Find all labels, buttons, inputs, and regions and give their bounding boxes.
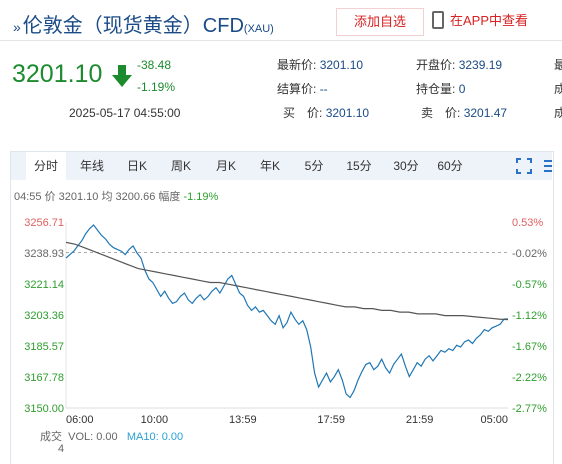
x-tick-label: 05:00 [480, 414, 508, 426]
field-label: 开盘价: [416, 58, 456, 72]
pct-tick-label: -0.02% [512, 248, 547, 260]
y-tick-label: 3167.78 [24, 372, 64, 384]
field-latest: 最新价: 3201.10 [277, 56, 363, 73]
quote-datetime: 2025-05-17 04:55:00 [69, 106, 181, 120]
x-tick-label: 21:59 [406, 414, 434, 426]
chart-panel [10, 151, 554, 464]
tab-60min[interactable]: 60分 [437, 159, 463, 173]
field-value: 3239.19 [458, 58, 503, 72]
volume-legend: 成交 VOL: 0.00 MA10: 0.00 [40, 428, 183, 444]
field-settlement: 结算价: -- [277, 80, 328, 97]
volume-axis-value: 4 [58, 443, 65, 455]
volume-value: VOL: 0.00 [68, 431, 118, 443]
add-watchlist-button[interactable]: 添加自选 [336, 8, 424, 36]
field-value: 3201.10 [325, 106, 370, 120]
tab-weekly-k[interactable]: 周K [170, 159, 191, 173]
pct-tick-label: -1.67% [512, 341, 547, 353]
tab-monthly-k[interactable]: 月K [215, 159, 236, 173]
tab-year-line[interactable]: 年线 [79, 159, 104, 173]
field-value: 3201.47 [463, 106, 508, 120]
volume-label: 成交 [40, 431, 62, 443]
y-tick-label: 3238.93 [24, 248, 64, 260]
field-label: 结算价: [277, 82, 317, 96]
header-actions: 添加自选 在APP中查看 [336, 8, 562, 36]
tab-yearly-k[interactable]: 年K [259, 159, 280, 173]
down-arrow-icon [112, 65, 132, 87]
field-label: 最新价: [277, 58, 317, 72]
y-tick-label: 3185.57 [24, 341, 64, 353]
info-pct-label: 幅度 [158, 191, 181, 203]
volume-ma10: MA10: 0.00 [126, 431, 184, 443]
open-in-app-link[interactable]: 在APP中查看 [432, 8, 528, 34]
pct-tick-label: -0.57% [512, 279, 547, 291]
field-label: 卖 价: [421, 106, 461, 120]
pct-tick-label: -2.77% [512, 403, 547, 415]
x-tick-label: 13:59 [229, 414, 257, 426]
field-bid: 买 价: 3201.10 [283, 104, 369, 121]
y-tick-label: 3256.71 [24, 217, 64, 229]
open-in-app-label: 在APP中查看 [450, 13, 529, 28]
tab-intraday[interactable]: 分时 [26, 152, 66, 180]
y-tick-label: 3150.00 [24, 403, 64, 415]
price-change-percent: -1.19% [137, 80, 176, 94]
info-avg: 3200.66 [115, 191, 156, 203]
average-line [65, 241, 509, 321]
y-tick-label: 3221.14 [24, 279, 64, 291]
tab-15min[interactable]: 15分 [346, 159, 372, 173]
tab-5min[interactable]: 5分 [304, 159, 324, 173]
field-label: 买 价: [283, 106, 323, 120]
fullscreen-icon[interactable] [516, 158, 532, 174]
phone-icon [432, 10, 444, 29]
y-tick-label: 3203.36 [24, 310, 64, 322]
instrument-title: » 伦敦金（现货黄金）CFD(XAU) [13, 9, 274, 38]
info-pct: -1.19% [183, 191, 219, 203]
field-ask: 卖 价: 3201.47 [421, 104, 507, 121]
field-open-interest: 持仓量: 0 [416, 80, 465, 97]
pct-tick-label: -2.22% [512, 372, 547, 384]
field-cut-3: 成 [554, 106, 562, 120]
field-value: 0 [458, 82, 466, 96]
tab-30min[interactable]: 30分 [393, 159, 419, 173]
symbol-code: (XAU) [243, 23, 274, 35]
current-price: 3201.10 [12, 60, 103, 88]
info-price-label: 价 [44, 191, 56, 203]
x-tick-label: 17:59 [317, 414, 345, 426]
chevron-icon: » [13, 19, 21, 35]
field-open: 开盘价: 3239.19 [416, 56, 502, 73]
more-icon[interactable] [542, 158, 554, 174]
info-time: 04:55 [14, 191, 42, 203]
x-tick-label: 06:00 [66, 414, 94, 426]
info-price: 3201.10 [58, 191, 99, 203]
chart-tabs-bar [11, 152, 552, 180]
header-divider [0, 40, 562, 41]
field-label: 持仓量: [416, 82, 456, 96]
x-tick-label: 10:00 [141, 414, 169, 426]
field-value: 3201.10 [319, 58, 364, 72]
price-line [65, 224, 509, 399]
price-change: -38.48 [137, 58, 172, 72]
field-cut-2: 成 [554, 82, 562, 96]
chart-info-line: 04:55 价 3201.10 均 3200.66 幅度 -1.19% [14, 188, 218, 204]
info-avg-label: 均 [101, 191, 113, 203]
pct-tick-label: 0.53% [512, 217, 543, 229]
field-cut-1: 最 [554, 58, 562, 72]
pct-tick-label: -1.12% [512, 310, 547, 322]
tab-daily-k[interactable]: 日K [126, 159, 147, 173]
title-text: 伦敦金（现货黄金）CFD [22, 15, 244, 37]
field-value: -- [319, 82, 328, 96]
